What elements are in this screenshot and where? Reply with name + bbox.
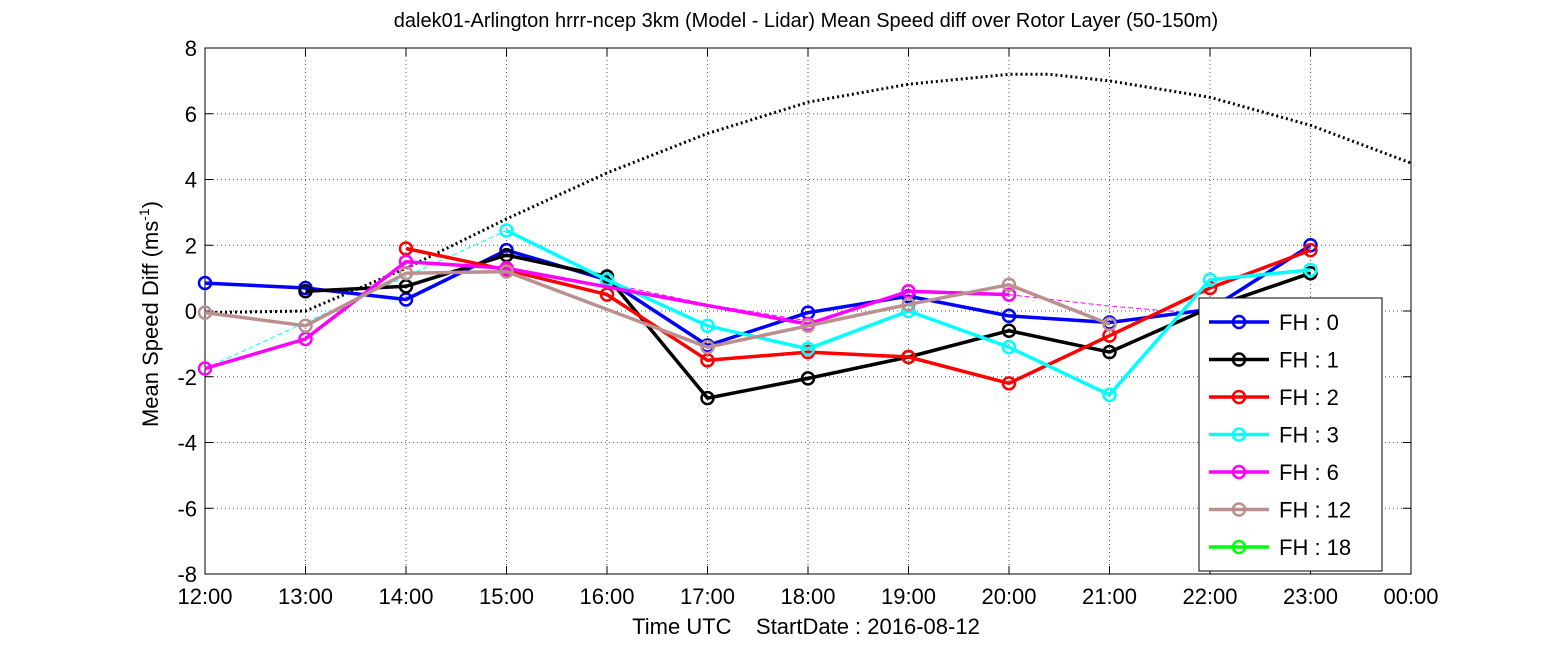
- legend-label: FH : 3: [1279, 423, 1339, 448]
- data-point: [398, 265, 414, 281]
- series-line: [204, 259, 1010, 371]
- legend-swatch-marker: [1231, 539, 1247, 555]
- data-point: [901, 297, 916, 312]
- data-point: [298, 284, 313, 299]
- x-tick-label: 19:00: [881, 584, 936, 609]
- reference-curve-line: [204, 72, 1412, 315]
- legend-swatch-marker: [1231, 389, 1247, 405]
- x-tick-label: 17:00: [680, 584, 735, 609]
- y-tick-label: -8: [177, 562, 197, 587]
- chart-title: dalek01-Arlington hrrr-ncep 3km (Model -…: [394, 10, 1218, 32]
- legend-swatch-marker: [1231, 464, 1247, 480]
- y-axis-label-main: Mean Speed Diff (ms: [138, 221, 163, 427]
- data-point: [700, 339, 715, 355]
- data-point: [800, 341, 816, 357]
- data-point: [1001, 376, 1017, 391]
- data-point: [197, 361, 213, 376]
- legend-label: FH : 12: [1279, 498, 1351, 523]
- data-point: [1102, 316, 1117, 332]
- x-tick-label: 22:00: [1182, 584, 1237, 609]
- data-point: [1303, 242, 1318, 258]
- series-line: [204, 243, 1312, 348]
- x-tick-label: 15:00: [479, 584, 534, 609]
- y-tick-label: 4: [185, 168, 197, 193]
- series-line: [405, 246, 1312, 386]
- data-point: [1303, 262, 1318, 278]
- data-point: [901, 349, 916, 365]
- legend-label: FH : 0: [1279, 310, 1339, 335]
- legend-label: FH : 18: [1279, 535, 1351, 560]
- legend-swatch-marker: [1231, 352, 1247, 367]
- data-point: [1001, 277, 1017, 292]
- y-tick-label: -6: [177, 496, 197, 521]
- connector-line: [204, 230, 507, 369]
- thin-connectors: [204, 230, 1311, 369]
- data-point: [1202, 272, 1218, 288]
- y-tick-label: -2: [177, 365, 197, 390]
- y-axis-label-text: Mean Speed Diff (ms-1): [136, 201, 163, 427]
- y-axis-label: Mean Speed Diff (ms-1): [136, 201, 163, 427]
- data-point: [1001, 323, 1017, 338]
- x-tick-label: 21:00: [1082, 584, 1137, 609]
- x-tick-label: 18:00: [780, 584, 835, 609]
- y-axis-label-suffix: ): [138, 201, 163, 208]
- data-point: [700, 390, 715, 406]
- legend-label: FH : 6: [1279, 460, 1339, 485]
- legend-label: FH : 2: [1279, 385, 1339, 410]
- data-point: [1001, 339, 1017, 355]
- x-tick-label: 23:00: [1283, 584, 1338, 609]
- x-tick-label: 12:00: [177, 584, 232, 609]
- x-tick-label: 14:00: [378, 584, 433, 609]
- data-point: [1001, 287, 1017, 302]
- y-tick-label: 6: [185, 102, 197, 127]
- y-tick-label: 8: [185, 36, 197, 61]
- y-axis: -8 -6 -4 -2 0 2 4 6 8: [177, 36, 1411, 587]
- x-tick-label: 13:00: [278, 584, 333, 609]
- data-point: [700, 318, 715, 334]
- data-point: [499, 223, 514, 238]
- y-tick-label: -4: [177, 431, 197, 456]
- x-tick-label: 20:00: [981, 584, 1036, 609]
- data-point: [197, 275, 213, 291]
- data-point: [197, 305, 213, 320]
- legend-swatch-marker: [1231, 427, 1247, 442]
- series-fh-12: [197, 264, 1117, 355]
- y-axis-label-superscript: -1: [136, 208, 152, 221]
- x-axis: 12:00 13:00 14:00 15:00 16:00 17:00 18:00 19:00…: [177, 48, 1439, 609]
- y-tick-label: 0: [185, 299, 197, 324]
- data-point: [800, 371, 816, 386]
- series-line: [204, 269, 1111, 349]
- data-point: [499, 264, 514, 279]
- legend: FH : 0 FH : 1 FH : 2 FH : 3 FH : 6 FH : 12 FH …: [1198, 297, 1383, 572]
- reference-curve: [204, 72, 1412, 315]
- x-axis-label: Time UTC StartDate : 2016-08-12: [632, 614, 980, 639]
- x-tick-label: 00:00: [1383, 584, 1438, 609]
- y-tick-label: 2: [185, 233, 197, 258]
- legend-swatch-marker: [1231, 314, 1247, 330]
- legend-swatch-marker: [1231, 502, 1247, 517]
- connector-line: [606, 282, 809, 322]
- legend-label: FH : 1: [1279, 348, 1339, 373]
- data-point: [1102, 344, 1117, 360]
- data-point: [1001, 308, 1017, 324]
- x-tick-label: 16:00: [579, 584, 634, 609]
- data-point: [1102, 387, 1117, 403]
- data-point: [800, 318, 816, 334]
- data-point: [298, 318, 313, 334]
